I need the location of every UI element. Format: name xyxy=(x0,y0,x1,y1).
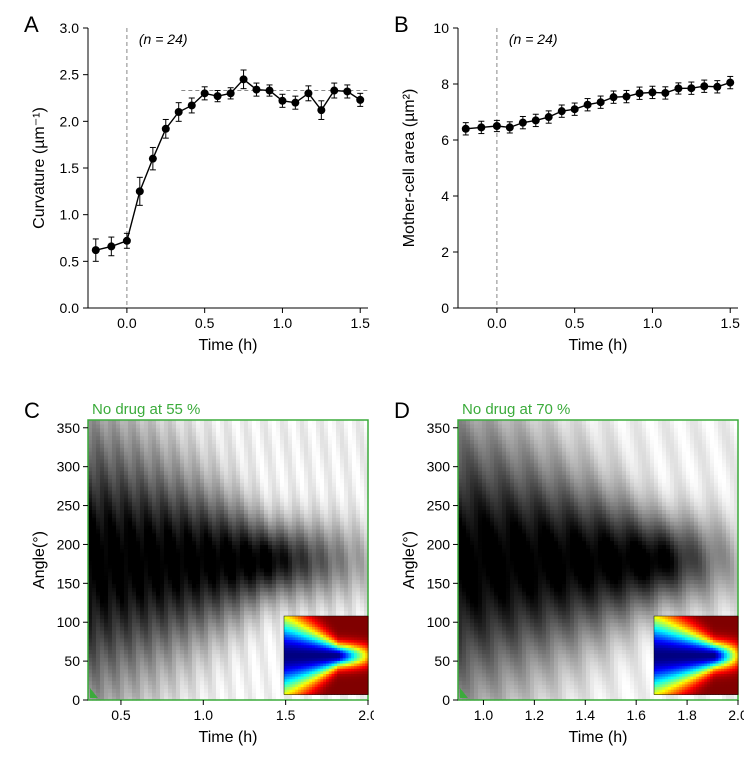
svg-text:2.0: 2.0 xyxy=(60,113,80,129)
svg-text:0.5: 0.5 xyxy=(195,315,215,331)
svg-text:0: 0 xyxy=(441,300,449,316)
svg-text:10: 10 xyxy=(433,20,449,36)
panel-a: 0.0 0.5 1.0 1.5 0.0 0.5 1.0 1.5 2.0 2.5 3.0 Time (h… xyxy=(28,18,374,356)
svg-text:3.0: 3.0 xyxy=(60,20,80,36)
panel-b: 0.0 0.5 1.0 1.5 0 2 4 6 8 10 Time (h) Mother-cell a… xyxy=(398,18,744,356)
svg-text:6: 6 xyxy=(441,132,449,148)
svg-text:Time (h): Time (h) xyxy=(569,337,628,354)
panel-c: 0.51.01.52.0050100150200250300350Time (h… xyxy=(28,396,374,748)
svg-text:(n = 24): (n = 24) xyxy=(139,31,188,47)
svg-text:2.5: 2.5 xyxy=(60,67,80,83)
svg-text:0.0: 0.0 xyxy=(487,315,507,331)
svg-text:1.5: 1.5 xyxy=(720,315,740,331)
svg-text:1.0: 1.0 xyxy=(60,207,80,223)
svg-text:1.0: 1.0 xyxy=(643,315,663,331)
panel-d: 1.01.21.41.61.82.0050100150200250300350T… xyxy=(398,396,744,748)
figure-root: A B C D 0.00.51.01.50.00.51.01.52.02.53.… xyxy=(0,0,749,773)
svg-text:Mother-cell area (µm²): Mother-cell area (µm²) xyxy=(401,89,418,248)
svg-text:1.5: 1.5 xyxy=(350,315,370,331)
svg-text:2: 2 xyxy=(441,244,449,260)
svg-text:0.0: 0.0 xyxy=(117,315,137,331)
svg-text:0.0: 0.0 xyxy=(60,300,80,316)
svg-text:Curvature (µm⁻¹): Curvature (µm⁻¹) xyxy=(31,107,48,229)
svg-text:1.0: 1.0 xyxy=(273,315,293,331)
svg-text:4: 4 xyxy=(441,188,449,204)
svg-text:(n = 24): (n = 24) xyxy=(509,31,558,47)
svg-text:Time (h): Time (h) xyxy=(199,337,258,354)
svg-text:8: 8 xyxy=(441,76,449,92)
svg-text:1.5: 1.5 xyxy=(60,160,80,176)
svg-text:0.5: 0.5 xyxy=(60,253,80,269)
svg-text:0.5: 0.5 xyxy=(565,315,585,331)
